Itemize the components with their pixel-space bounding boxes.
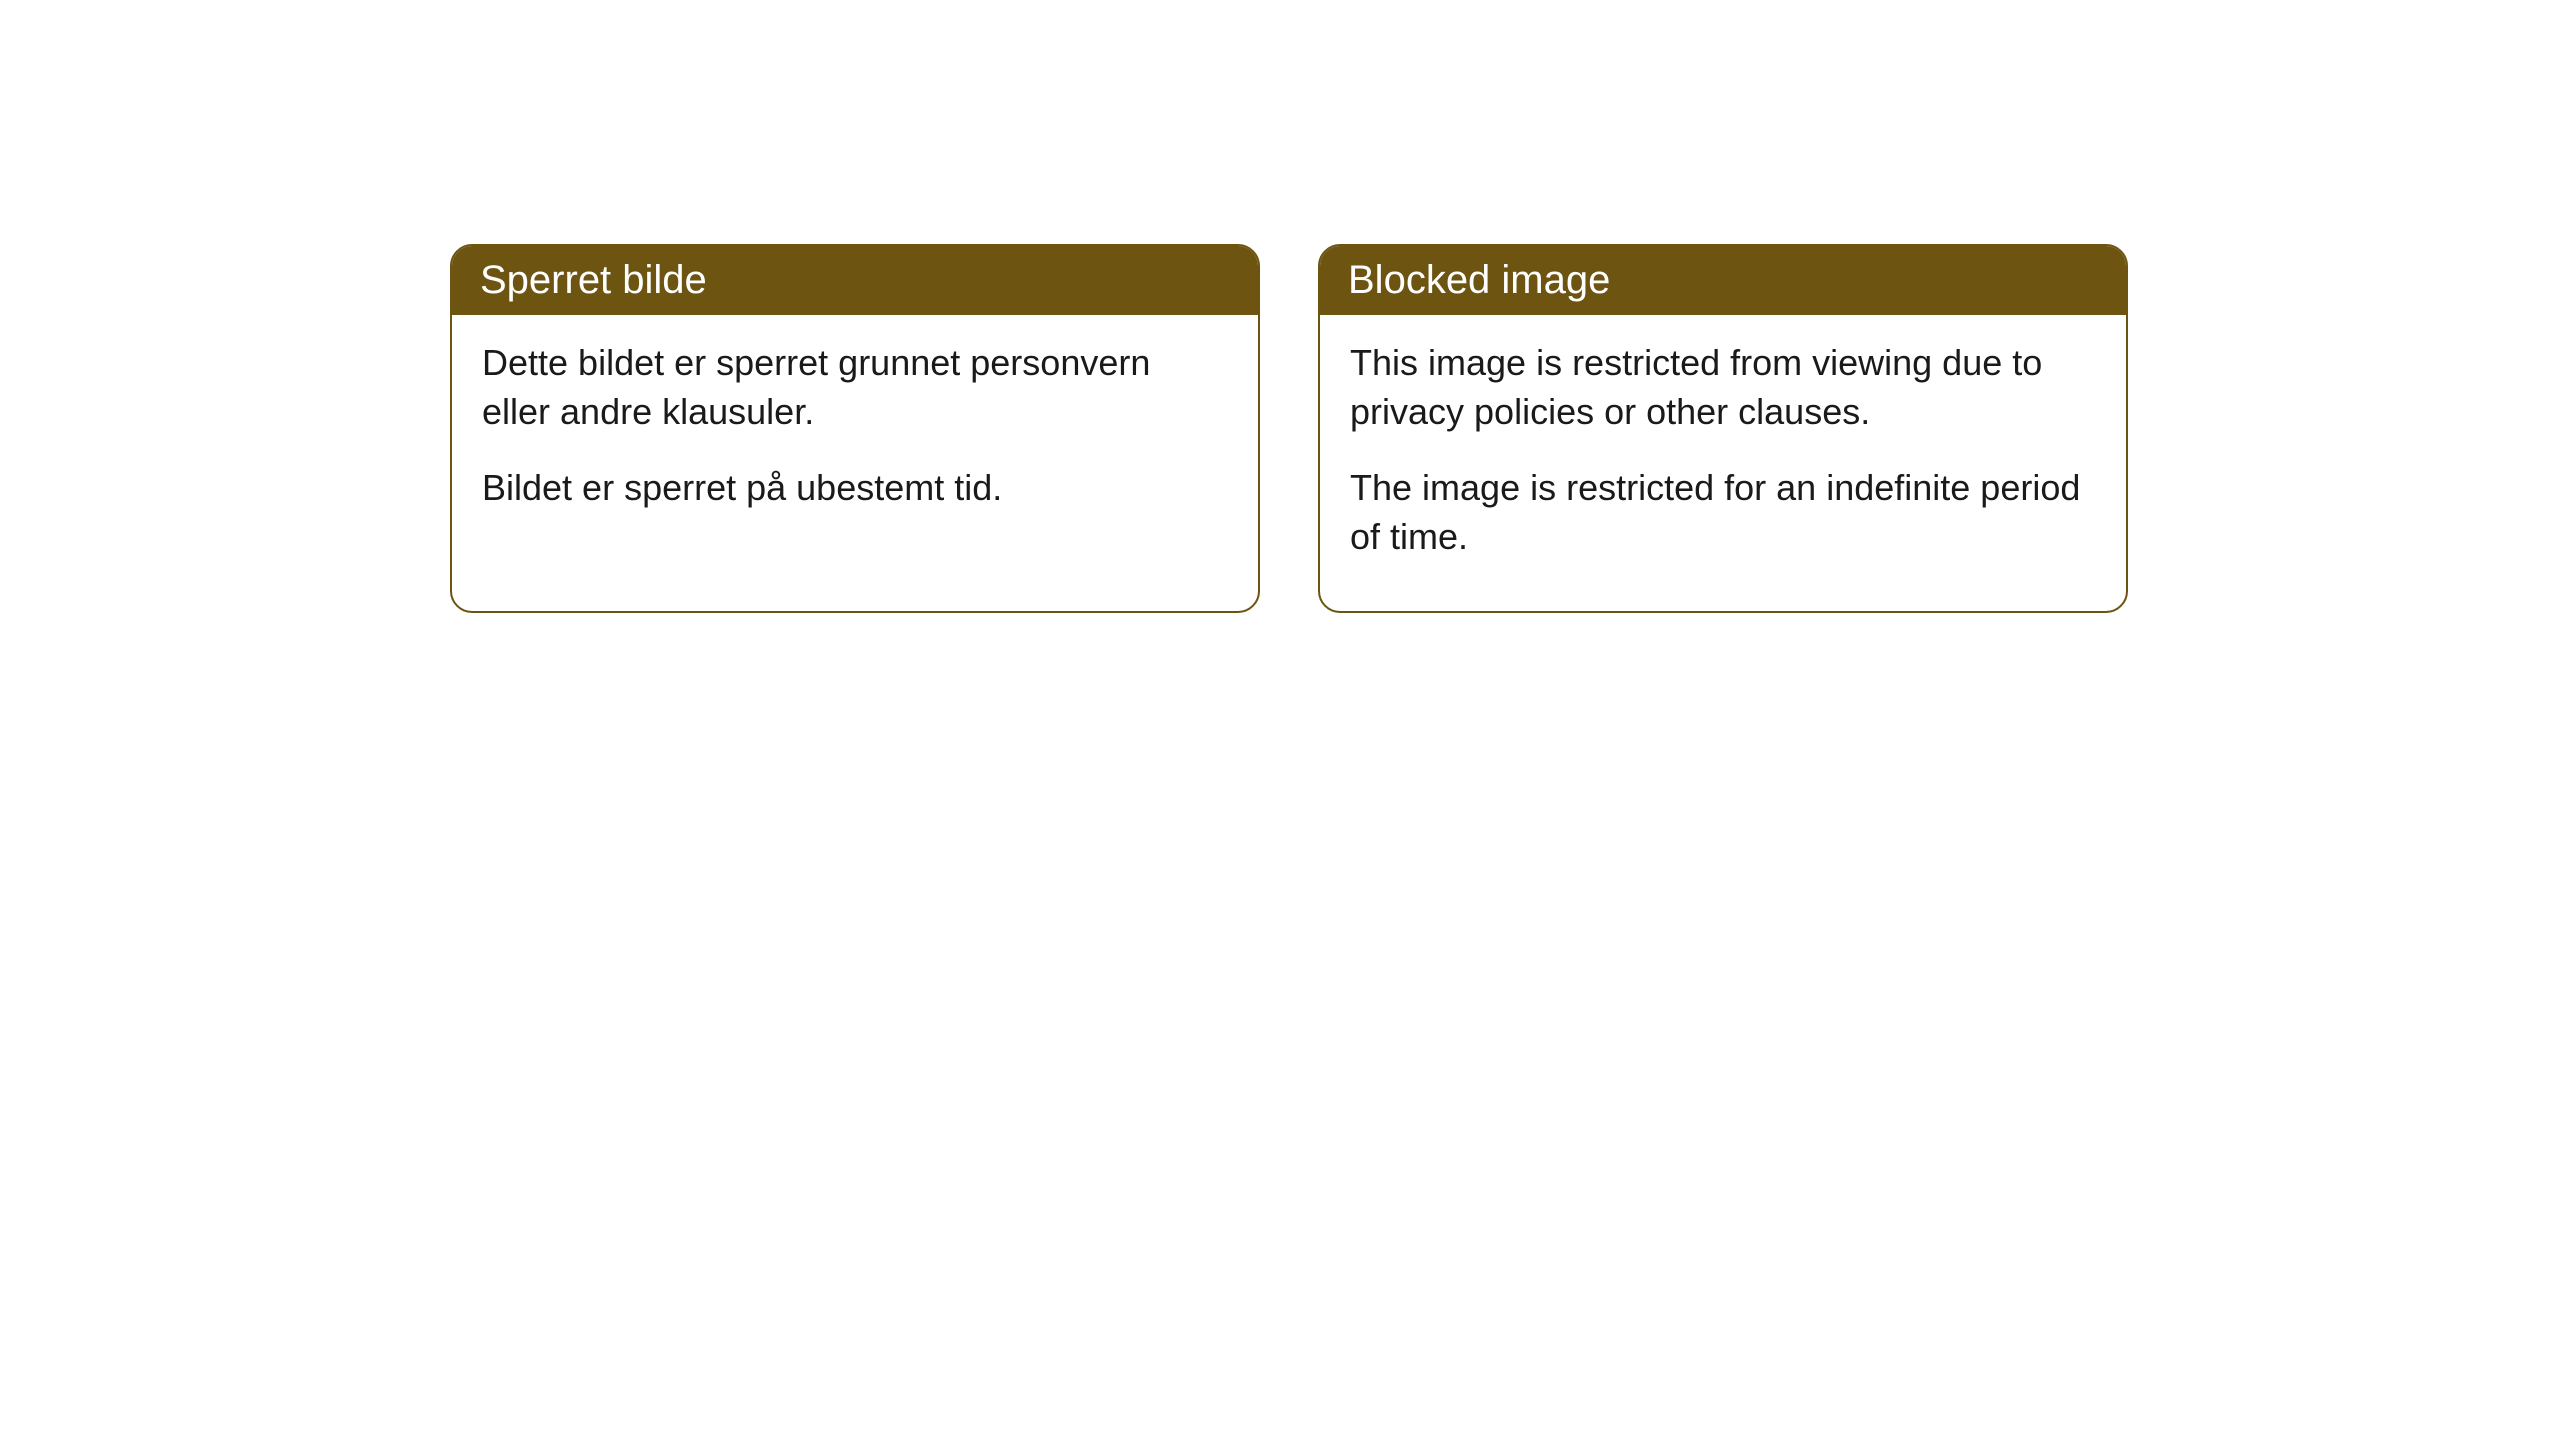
card-body-english: This image is restricted from viewing du… [1320, 315, 2126, 611]
blocked-image-card-norwegian: Sperret bilde Dette bildet er sperret gr… [450, 244, 1260, 613]
card-title: Blocked image [1348, 258, 1610, 302]
card-header-english: Blocked image [1320, 246, 2126, 315]
card-title: Sperret bilde [480, 258, 707, 302]
card-paragraph-1: This image is restricted from viewing du… [1350, 339, 2096, 436]
card-body-norwegian: Dette bildet er sperret grunnet personve… [452, 315, 1258, 563]
blocked-image-card-english: Blocked image This image is restricted f… [1318, 244, 2128, 613]
card-header-norwegian: Sperret bilde [452, 246, 1258, 315]
card-paragraph-2: Bildet er sperret på ubestemt tid. [482, 464, 1228, 513]
card-paragraph-2: The image is restricted for an indefinit… [1350, 464, 2096, 561]
notice-cards-container: Sperret bilde Dette bildet er sperret gr… [0, 0, 2560, 613]
card-paragraph-1: Dette bildet er sperret grunnet personve… [482, 339, 1228, 436]
